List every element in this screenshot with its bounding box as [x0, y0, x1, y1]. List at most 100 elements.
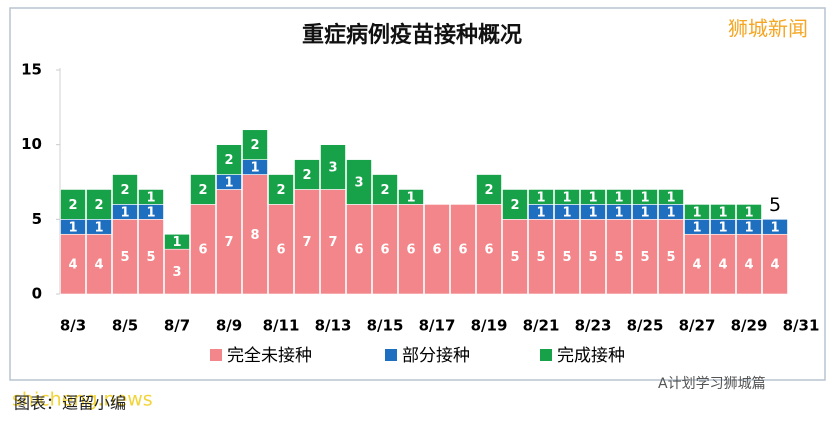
bar-segment [138, 219, 164, 295]
watermark: shicheng.news [12, 389, 153, 411]
data-label: 6 [380, 243, 389, 258]
data-label: 7 [302, 235, 311, 250]
data-label: 6 [432, 243, 441, 258]
bar-segment [164, 233, 190, 250]
bar-segment [476, 204, 502, 295]
bar-segment [424, 204, 450, 295]
data-label: 4 [68, 258, 77, 273]
data-label: 1 [146, 205, 155, 220]
data-label: 1 [562, 205, 571, 220]
data-label: 1 [744, 205, 753, 220]
bar-segment [554, 189, 580, 205]
x-tick-label: 8/23 [575, 317, 612, 335]
bar-segment [710, 204, 736, 220]
chart-title: 重症病例疫苗接种概况 [302, 22, 522, 48]
data-label: 2 [250, 138, 259, 153]
bar-segment [606, 219, 632, 295]
x-tick-label: 8/5 [112, 317, 138, 335]
data-label: 2 [198, 183, 207, 198]
data-label: 1 [94, 220, 103, 235]
data-label: 1 [224, 176, 233, 191]
bar-segment [632, 219, 658, 295]
legend-label: 完成接种 [557, 346, 625, 366]
bar-segment [320, 189, 346, 295]
legend-swatch [210, 349, 222, 361]
data-label: 4 [692, 258, 701, 273]
bar-segment [502, 219, 528, 295]
x-tick-label: 8/15 [367, 317, 404, 335]
data-label: 2 [224, 153, 233, 168]
data-label: 1 [614, 205, 623, 220]
bar-segment [138, 189, 164, 205]
data-label: 6 [276, 243, 285, 258]
total-label: 5 [769, 194, 781, 216]
bar-segment [762, 219, 788, 235]
bar-segment [112, 219, 138, 295]
legend-swatch [385, 349, 397, 361]
watermark: 狮城新闻 [728, 17, 808, 41]
data-label: 1 [562, 190, 571, 205]
bar-segment [60, 233, 86, 295]
x-tick-label: 8/25 [627, 317, 664, 335]
data-label: 2 [68, 198, 77, 213]
data-label: 5 [640, 250, 649, 265]
bar-segment [294, 189, 320, 295]
data-label: 1 [536, 205, 545, 220]
bar-segment [658, 219, 684, 295]
bar-segment [372, 204, 398, 295]
data-label: 2 [302, 168, 311, 183]
data-label: 1 [640, 205, 649, 220]
credit: 图表：逗留小编 [14, 394, 126, 413]
data-label: 1 [718, 205, 727, 220]
data-label: 5 [588, 250, 597, 265]
x-tick-label: 8/31 [783, 317, 820, 335]
bar-segment [190, 174, 216, 205]
data-label: 5 [562, 250, 571, 265]
data-label: 5 [146, 250, 155, 265]
bar-segment [346, 159, 372, 205]
y-tick-label: 5 [32, 210, 42, 228]
data-label: 1 [692, 205, 701, 220]
bar-segment [268, 204, 294, 295]
data-label: 7 [328, 235, 337, 250]
bar-segment [268, 174, 294, 205]
bar-segment [190, 204, 216, 295]
bar-segment [398, 204, 424, 295]
legend-swatch [540, 349, 552, 361]
data-label: 1 [614, 190, 623, 205]
y-tick-label: 0 [32, 285, 42, 303]
data-label: 3 [172, 265, 181, 280]
data-label: 2 [94, 198, 103, 213]
x-tick-label: 8/17 [419, 317, 456, 335]
data-label: 1 [146, 190, 155, 205]
bar-segment [580, 189, 606, 205]
x-tick-label: 8/19 [471, 317, 508, 335]
legend-label: 部分接种 [402, 346, 470, 366]
data-label: 1 [588, 205, 597, 220]
data-label: 4 [94, 258, 103, 273]
bar-segment [372, 174, 398, 205]
bar-segment [60, 189, 86, 220]
data-label: 2 [510, 198, 519, 213]
data-label: 2 [120, 183, 129, 198]
data-label: 1 [718, 220, 727, 235]
bar-segment [736, 233, 762, 295]
bar-segment [450, 204, 476, 295]
bar-segment [528, 219, 554, 295]
data-label: 2 [484, 183, 493, 198]
bar-segment [216, 144, 242, 175]
data-label: 1 [588, 190, 597, 205]
data-label: 1 [536, 190, 545, 205]
data-label: 3 [328, 161, 337, 176]
bar-segment [502, 189, 528, 220]
watermark: A计划学习狮城篇 [658, 376, 766, 392]
data-label: 4 [770, 258, 779, 273]
bar-segment [294, 159, 320, 190]
data-label: 1 [640, 190, 649, 205]
data-label: 6 [354, 243, 363, 258]
bar-segment [476, 174, 502, 205]
bar-segment [606, 189, 632, 205]
data-label: 6 [484, 243, 493, 258]
data-label: 6 [458, 243, 467, 258]
x-tick-label: 8/21 [523, 317, 560, 335]
